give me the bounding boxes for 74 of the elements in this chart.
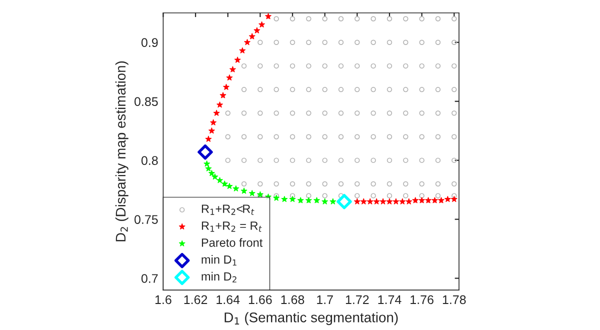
- x-tick-label: 1.76: [410, 295, 434, 304]
- point: [239, 47, 246, 54]
- point: [354, 198, 360, 204]
- point: [230, 66, 236, 72]
- x-axis-title: D$_{1}$ (Semantic segmentation): [224, 312, 398, 326]
- x-tick-label: 1.68: [281, 295, 304, 304]
- point: [220, 92, 226, 98]
- y-tick-label: 0.75: [134, 215, 158, 224]
- point: [208, 170, 215, 176]
- point: [226, 182, 233, 189]
- point: [273, 194, 280, 201]
- point: [373, 198, 380, 204]
- point: [297, 197, 304, 204]
- point: [213, 110, 220, 116]
- point: [223, 84, 230, 90]
- point: [392, 198, 400, 204]
- point: [366, 198, 374, 204]
- point: [451, 196, 458, 202]
- y-axis-title: D$_{2}$ (Disparity map estimation): [115, 61, 128, 242]
- point: [248, 33, 256, 40]
- point: [412, 197, 419, 204]
- point: [322, 198, 328, 204]
- y-tick-label: 0.9: [141, 38, 158, 48]
- point: [198, 144, 213, 160]
- point: [281, 196, 288, 202]
- point: [258, 21, 265, 28]
- x-tick-label: 1.62: [184, 295, 208, 304]
- y-tick-label: 0.85: [134, 97, 158, 106]
- point: [432, 197, 438, 204]
- point: [216, 102, 223, 108]
- point: [221, 180, 228, 187]
- point: [265, 13, 272, 20]
- point: [406, 198, 412, 204]
- x-tick-label: 1.7: [317, 295, 333, 304]
- point: [360, 198, 367, 204]
- point: [212, 174, 218, 180]
- point: [306, 197, 312, 204]
- x-tick-label: 1.64: [216, 295, 240, 304]
- point: [438, 197, 444, 204]
- point: [380, 198, 386, 204]
- legend-label: min D$_{1}$: [202, 255, 236, 266]
- point: [216, 177, 223, 184]
- x-tick-label: 1.72: [346, 295, 369, 304]
- point: [254, 27, 260, 34]
- point: [314, 197, 320, 204]
- point: [399, 198, 406, 204]
- y-tick-label: 0.8: [141, 156, 158, 165]
- point: [244, 39, 250, 46]
- point: [386, 198, 393, 204]
- y-tick-label: 0.7: [141, 274, 158, 283]
- point: [208, 128, 215, 134]
- point: [425, 197, 432, 204]
- point: [204, 160, 210, 167]
- legend-label: R$_{1}$+R$_{2}$ = R$_{t}$: [202, 222, 262, 232]
- legend-label: min D$_{2}$: [202, 272, 236, 282]
- point: [330, 198, 336, 204]
- point: [205, 136, 212, 142]
- point: [240, 188, 248, 194]
- point: [248, 190, 256, 196]
- point: [418, 197, 425, 204]
- legend-label: R$_{1}$+R$_{2}$<R$_{t}$: [202, 204, 254, 215]
- x-tick-label: 1.74: [378, 295, 402, 304]
- x-tick-label: 1.66: [248, 295, 272, 304]
- x-tick-label: 1.6: [155, 295, 172, 304]
- point: [205, 165, 212, 172]
- point: [336, 194, 352, 210]
- point: [289, 196, 296, 202]
- point: [234, 56, 241, 63]
- point: [210, 119, 216, 126]
- point: [226, 74, 233, 80]
- x-tick-label: 1.78: [442, 295, 466, 304]
- point: [232, 185, 240, 192]
- point: [444, 196, 451, 202]
- legend-label: Pareto front: [202, 238, 263, 247]
